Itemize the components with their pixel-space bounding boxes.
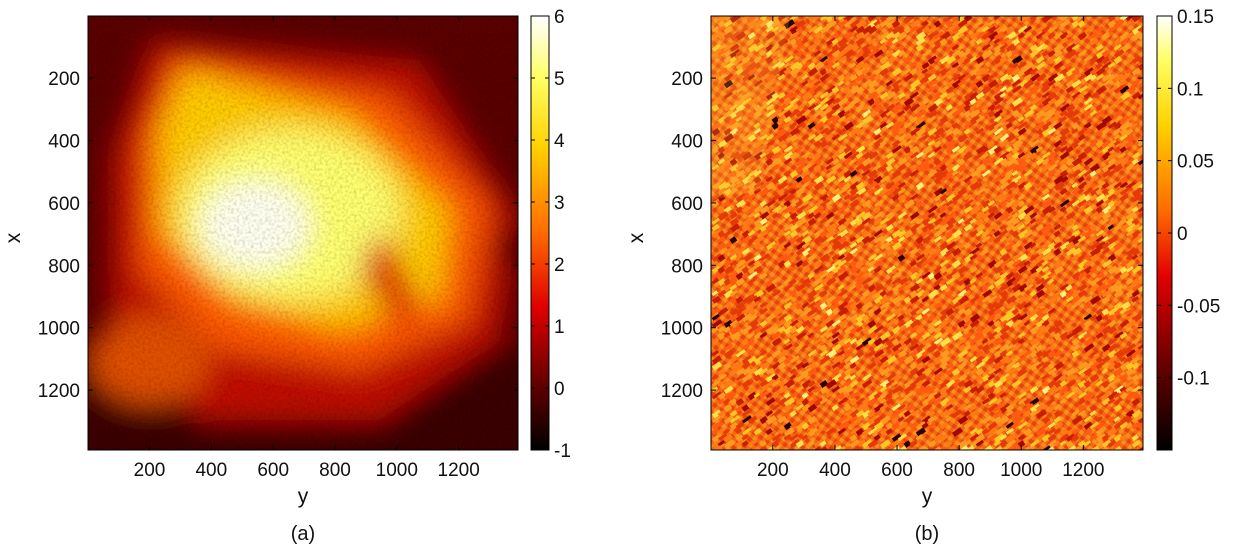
plot-frame-b bbox=[710, 15, 1144, 451]
x-tick-label: 1200 bbox=[1062, 460, 1104, 481]
x-tick-label: 600 bbox=[881, 460, 913, 481]
x-axis-label-a: y bbox=[298, 485, 309, 508]
y-tick-label: 600 bbox=[671, 194, 703, 215]
colorbar-tick-label: 0 bbox=[1177, 224, 1188, 245]
x-tick-label: 600 bbox=[257, 460, 289, 481]
x-tick-label: 1200 bbox=[438, 460, 480, 481]
x-tick-label: 200 bbox=[134, 460, 166, 481]
x-tick-label: 800 bbox=[943, 460, 975, 481]
colorbar-tick-label: -1 bbox=[554, 441, 571, 462]
colorbar-ticks-a: 6 5 4 3 2 1 0 -1 bbox=[531, 7, 571, 462]
y-ticks-a: 200 400 600 800 1000 1200 bbox=[38, 69, 518, 402]
x-axis-label-b: y bbox=[922, 485, 933, 508]
colorbar-tick-label: 5 bbox=[554, 69, 565, 90]
heatmap-wedge-b bbox=[711, 16, 790, 200]
colorbar-tick-label: 6 bbox=[554, 7, 565, 28]
x-tick-label: 800 bbox=[319, 460, 351, 481]
y-tick-label: 400 bbox=[48, 131, 80, 152]
y-tick-label: 1000 bbox=[661, 319, 703, 340]
colorbar-tick-label: 4 bbox=[554, 131, 565, 152]
heatmap-panel-b: 200 400 600 800 1000 1200 200 400 600 800 1000 120… bbox=[625, 7, 1220, 545]
y-axis-label-b: x bbox=[625, 232, 648, 243]
x-tick-label: 1000 bbox=[1000, 460, 1042, 481]
colorbar-tick-label: 0.15 bbox=[1177, 7, 1214, 28]
heatmap-noise-a bbox=[88, 16, 518, 450]
caption-a: (a) bbox=[291, 523, 315, 545]
colorbar-ticks-b: 0.15 0.1 0.05 0 -0.05 -0.1 bbox=[1157, 7, 1220, 390]
y-tick-label: 600 bbox=[48, 194, 80, 215]
caption-b: (b) bbox=[915, 523, 939, 545]
y-tick-label: 1200 bbox=[661, 381, 703, 402]
colorbar-a bbox=[530, 15, 550, 451]
plot-frame-a bbox=[87, 15, 519, 451]
y-tick-label: 800 bbox=[671, 256, 703, 277]
colorbar-tick-label: 3 bbox=[554, 193, 565, 214]
y-ticks-b: 200 400 600 800 1000 1200 bbox=[661, 69, 1143, 402]
colorbar-tick-label: 0 bbox=[554, 379, 565, 400]
y-tick-label: 800 bbox=[48, 256, 80, 277]
y-axis-label-a: x bbox=[2, 232, 25, 243]
colorbar-tick-label: 0.1 bbox=[1177, 79, 1203, 100]
x-tick-label: 400 bbox=[819, 460, 851, 481]
colorbar-tick-label: -0.05 bbox=[1177, 296, 1220, 317]
x-tick-label: 400 bbox=[195, 460, 227, 481]
x-ticks-b: 200 400 600 800 1000 1200 bbox=[757, 16, 1105, 481]
colorbar-tick-label: 2 bbox=[554, 255, 565, 276]
x-tick-label: 1000 bbox=[376, 460, 418, 481]
y-tick-label: 200 bbox=[48, 69, 80, 90]
heatmap-cells-b bbox=[711, 16, 1143, 450]
y-tick-label: 400 bbox=[671, 131, 703, 152]
y-tick-label: 1200 bbox=[38, 381, 80, 402]
heatmap-image-a bbox=[88, 16, 518, 450]
colorbar-tick-label: 0.05 bbox=[1177, 152, 1214, 173]
y-tick-label: 200 bbox=[671, 69, 703, 90]
heatmap-image-b bbox=[711, 16, 1143, 450]
x-tick-label: 200 bbox=[757, 460, 789, 481]
y-tick-label: 1000 bbox=[38, 319, 80, 340]
x-ticks-a: 200 400 600 800 1000 1200 bbox=[134, 16, 480, 481]
colorbar-tick-label: -0.1 bbox=[1177, 369, 1210, 390]
colorbar-tick-label: 1 bbox=[554, 317, 565, 338]
